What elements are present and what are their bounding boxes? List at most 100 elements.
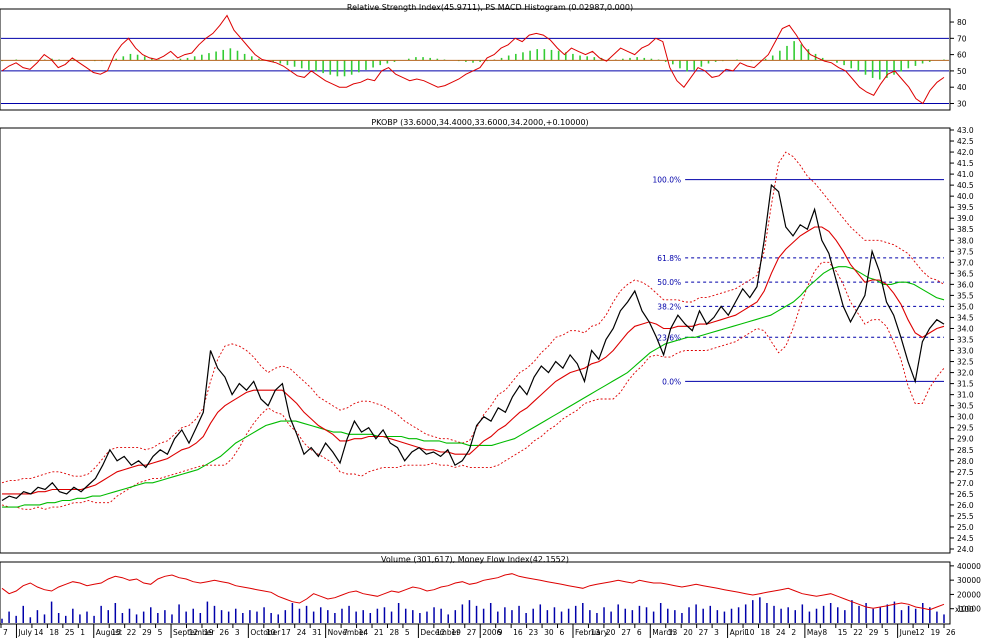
x-axis-tick-label: October — [250, 628, 281, 637]
price-panel-title: PKOBP (33.6000,34.4000,33.6000,34.2000,+… — [371, 118, 588, 127]
price-y-tick-label: 43.0 — [957, 126, 974, 135]
x-axis-tick-label: 18 — [49, 628, 59, 637]
rsi-y-tick-label: 70 — [957, 34, 967, 43]
price-y-tick-label: 36.5 — [957, 269, 974, 278]
price-y-tick-label: 38.0 — [957, 236, 974, 245]
fibonacci-level-label: 38.2% — [657, 302, 681, 311]
x-axis-tick-label: April — [730, 628, 747, 637]
x-axis-tick-label: 2 — [791, 628, 796, 637]
fibonacci-level-label: 61.8% — [657, 254, 681, 263]
x-axis-tick-label: 7 — [3, 628, 8, 637]
price-panel: 43.0 42.5 42.0 41.5 41.0 40.5 40.0 39.5 39.0 38.5… — [1, 126, 974, 554]
x-axis-tick-label: 27 — [699, 628, 709, 637]
x-axis-tick-label: 19 — [931, 628, 941, 637]
money-flow-index-line — [1, 573, 945, 611]
price-y-tick-label: 42.0 — [957, 148, 974, 157]
x-axis-tick-label: 20 — [606, 628, 616, 637]
short-moving-average-line — [2, 226, 945, 495]
x-axis-tick-label: 24 — [776, 628, 786, 637]
x-axis-tick-label: 24 — [297, 628, 307, 637]
price-y-tick-label: 32.5 — [957, 358, 974, 367]
x-axis-tick-label: 12 — [436, 628, 446, 637]
x-axis-tick-label: 20 — [683, 628, 693, 637]
x-axis-tick-label: 26 — [219, 628, 229, 637]
x-axis-tick-label: November — [328, 628, 368, 637]
x-axis-tick-label: 3 — [714, 628, 719, 637]
price-y-tick-label: 33.5 — [957, 336, 974, 345]
price-y-tick-label: 41.5 — [957, 159, 974, 168]
x-axis-tick-label: 27 — [621, 628, 631, 637]
x-axis-tick-label: 7 — [343, 628, 348, 637]
x-axis-tick-label: 3 — [235, 628, 240, 637]
x-axis-tick-label: September — [173, 628, 215, 637]
price-y-tick-label: 25.0 — [957, 523, 974, 532]
x-axis-tick-label: 17 — [281, 628, 291, 637]
rsi-y-tick-label: 50 — [957, 67, 967, 76]
x-axis-tick-label: May — [807, 628, 823, 637]
x-axis-tick-label: 18 — [760, 628, 770, 637]
x-axis-tick-label: 14 — [34, 628, 44, 637]
x-axis-tick-label: 15 — [838, 628, 848, 637]
price-y-tick-label: 29.5 — [957, 424, 974, 433]
x-axis-tick-label: 21 — [374, 628, 384, 637]
x-axis-tick-label: 6 — [637, 628, 642, 637]
x-axis-tick-label: 19 — [451, 628, 461, 637]
long-moving-average-line — [2, 266, 945, 508]
rsi-panel-title: Relative Strength Index(45.9711), PS MAC… — [347, 3, 633, 12]
x-axis-tick-label: 22 — [853, 628, 863, 637]
x-axis-tick-label: 12 — [915, 628, 925, 637]
fibonacci-level-label: 23.6% — [657, 333, 681, 342]
price-y-tick-label: 40.5 — [957, 181, 974, 190]
x-axis-tick-label: 29 — [142, 628, 152, 637]
price-y-tick-label: 31.0 — [957, 391, 974, 400]
x-axis-tick-label: 28 — [389, 628, 399, 637]
x-axis-tick-label: August — [96, 628, 122, 637]
x-axis-tick-label: 2006 — [482, 628, 501, 637]
rsi-y-tick-label: 30 — [957, 99, 967, 108]
upper-band-line — [1, 151, 945, 484]
x-axis-tick-label: 23 — [529, 628, 539, 637]
rsi-y-tick-label: 80 — [957, 18, 967, 27]
price-y-tick-label: 30.0 — [957, 413, 974, 422]
fibonacci-level-label: 0.0% — [662, 377, 681, 386]
volume-y-tick-label: 30000 — [957, 576, 981, 585]
price-y-tick-label: 28.0 — [957, 457, 974, 466]
x-axis-tick-label: 1 — [80, 628, 85, 637]
x-axis-tick-label: 25 — [65, 628, 75, 637]
price-y-tick-label: 33.0 — [957, 347, 974, 356]
price-y-tick-label: 37.5 — [957, 247, 974, 256]
price-y-tick-label: 39.0 — [957, 214, 974, 223]
price-close-line — [1, 183, 945, 502]
x-axis-tick-label: 12 — [189, 628, 199, 637]
x-axis-tick-label: 5 — [158, 628, 163, 637]
price-y-tick-label: 26.5 — [957, 490, 974, 499]
x-axis-tick-label: 19 — [204, 628, 214, 637]
fibonacci-level-label: 100.0% — [653, 176, 682, 185]
x-axis-tick-label: 27 — [467, 628, 477, 637]
x-axis-tick-label: 10 — [266, 628, 276, 637]
x-axis-tick-label: 13 — [668, 628, 678, 637]
x-axis-tick-label: 16 — [513, 628, 523, 637]
price-y-tick-label: 30.5 — [957, 402, 974, 411]
price-y-tick-label: 41.0 — [957, 170, 974, 179]
rsi-panel: 80 70 60 50 40 30 — [1, 14, 967, 108]
price-y-tick-label: 27.5 — [957, 468, 974, 477]
price-y-tick-label: 34.5 — [957, 313, 974, 322]
x-axis-tick-label: 6 — [560, 628, 565, 637]
x-axis-tick-label: 31 — [312, 628, 322, 637]
x-axis-tick-label: December — [420, 628, 460, 637]
x-axis-tick-label: 22 — [127, 628, 137, 637]
price-y-tick-label: 39.5 — [957, 203, 974, 212]
price-panel-frame — [0, 127, 951, 554]
rsi-panel-frame — [0, 8, 951, 111]
price-y-tick-label: 31.5 — [957, 380, 974, 389]
price-y-tick-label: 32.0 — [957, 369, 974, 378]
price-y-tick-label: 42.5 — [957, 137, 974, 146]
price-y-tick-label: 26.0 — [957, 501, 974, 510]
price-y-tick-label: 24.5 — [957, 534, 974, 543]
volume-scale-note: x100 — [955, 605, 974, 614]
price-y-tick-label: 36.0 — [957, 280, 974, 289]
